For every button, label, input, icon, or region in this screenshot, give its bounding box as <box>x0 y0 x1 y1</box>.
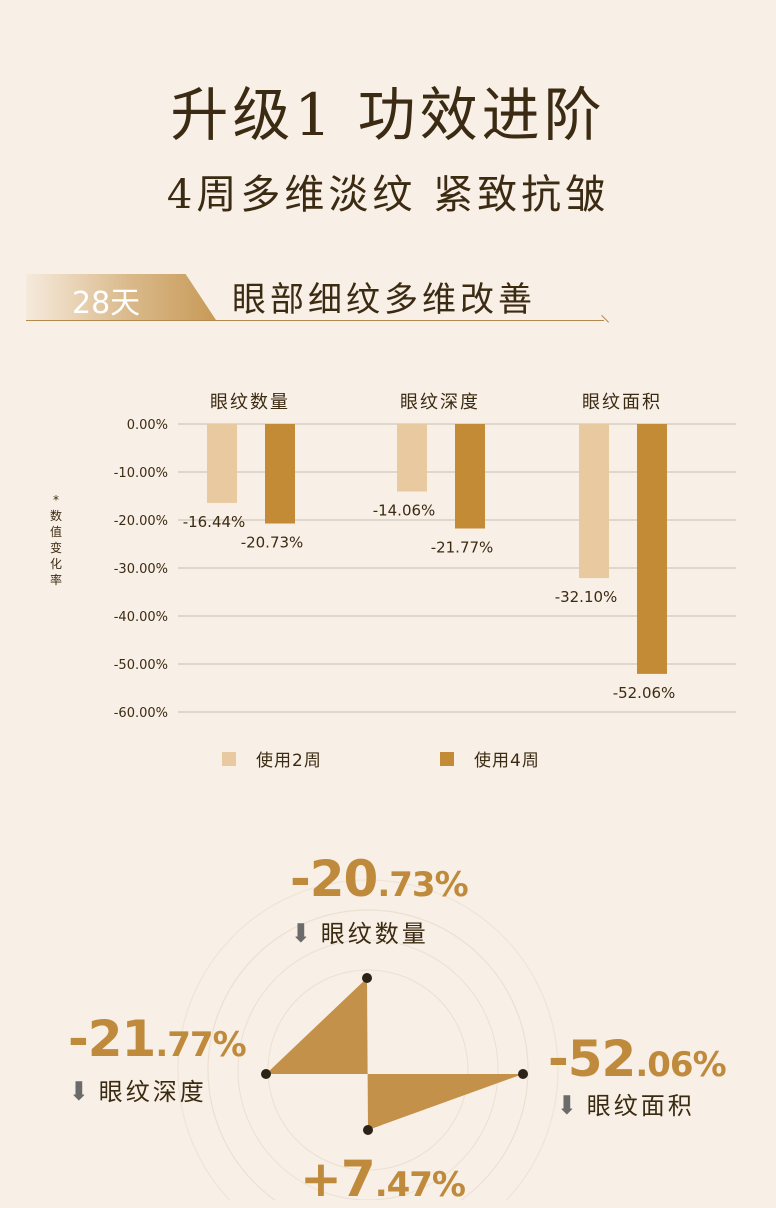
radar-chart <box>177 879 559 1200</box>
data-label: -16.44% <box>183 513 246 531</box>
page-title: 升级1 功效进阶 <box>170 81 606 149</box>
section-underline-tick <box>594 314 609 330</box>
legend-label: 使用4周 <box>474 750 540 771</box>
data-label: -14.06% <box>373 501 436 519</box>
arrow-down-icon: ⬇ <box>68 1077 93 1107</box>
legend-swatch <box>440 752 454 766</box>
radar-point-left <box>261 1069 271 1079</box>
y-tick-label: -50.00% <box>114 658 168 673</box>
y-tick-label: -30.00% <box>114 562 168 577</box>
radar-right-label: ⬇ 眼纹面积 <box>556 1091 695 1121</box>
y-tick-label: -40.00% <box>114 610 168 625</box>
bar <box>397 424 427 492</box>
y-tick-label: -60.00% <box>114 706 168 721</box>
bar <box>579 424 609 579</box>
radar-left-value: -21.77% <box>68 1010 247 1068</box>
bar <box>637 424 667 674</box>
arrow-down-icon: ⬇ <box>290 919 315 949</box>
data-label: -20.73% <box>241 534 304 552</box>
legend-swatch <box>222 752 236 766</box>
radar-right-value: -52.06% <box>548 1030 727 1088</box>
category-label: 眼纹面积 <box>582 392 662 413</box>
arrow-down-icon: ⬇ <box>556 1091 581 1121</box>
radar-top-value: -20.73% <box>290 850 469 908</box>
radar-polygon <box>266 978 523 1130</box>
page-subtitle: 4周多维淡纹 紧致抗皱 <box>166 172 610 218</box>
data-label: -52.06% <box>613 684 676 702</box>
bar <box>207 424 237 503</box>
radar-top-label: ⬇ 眼纹数量 <box>290 919 429 949</box>
data-label: -32.10% <box>555 588 618 606</box>
radar-ring <box>237 939 499 1200</box>
y-tick-label: -10.00% <box>114 466 168 481</box>
section-underline <box>26 320 604 321</box>
bar <box>455 424 485 529</box>
radar-bottom-value: +7.47% <box>300 1150 466 1208</box>
section-header: 28天 <box>26 274 616 330</box>
duration-badge-bg <box>26 274 216 320</box>
radar-point-right <box>518 1069 528 1079</box>
category-label: 眼纹深度 <box>400 392 480 413</box>
y-axis-label: *数值变化率 <box>50 493 62 587</box>
radar-ring <box>207 909 529 1200</box>
radar-ring <box>177 879 559 1200</box>
bar <box>265 424 295 524</box>
radar-point-bottom <box>363 1125 373 1135</box>
radar-left-label: ⬇ 眼纹深度 <box>68 1077 207 1107</box>
category-label: 眼纹数量 <box>210 392 290 413</box>
section-title: 眼部细纹多维改善 <box>232 280 536 320</box>
y-tick-label: -20.00% <box>114 514 168 529</box>
data-label: -21.77% <box>431 538 494 556</box>
legend-label: 使用2周 <box>256 750 322 771</box>
duration-badge: 28天 <box>72 286 141 321</box>
radar-point-top <box>362 973 372 983</box>
bar-chart: 0.00% -10.00% -20.00% -30.00% -40.00% -50.00%… <box>50 392 736 771</box>
y-tick-label: 0.00% <box>127 418 168 433</box>
